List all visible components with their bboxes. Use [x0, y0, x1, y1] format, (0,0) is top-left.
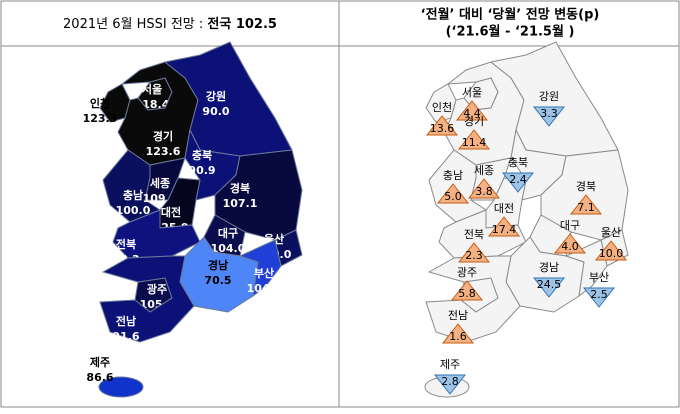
region-value: 2.4: [509, 173, 527, 186]
down-triangle: [532, 277, 566, 298]
region: [98, 376, 144, 398]
region-name: 대전: [494, 202, 514, 215]
up-triangle: [450, 280, 484, 301]
region-name: 경남: [208, 258, 228, 272]
down-triangle: [501, 172, 535, 193]
region-value: 24.5: [537, 278, 562, 291]
down-triangle: [433, 374, 467, 395]
region-name: 세종: [150, 176, 170, 190]
down-triangle: [532, 106, 566, 127]
region-value: 10.0: [599, 247, 624, 260]
region-value: 91.6: [112, 330, 139, 343]
up-triangle: [553, 233, 587, 254]
region-value: 100.0: [116, 204, 151, 217]
region-name: 인천: [90, 96, 110, 110]
region-value: 123.6: [146, 145, 181, 158]
region-name: 서울: [142, 82, 162, 96]
region-value: 90.0: [202, 105, 229, 118]
left-map: 서울118.4인천123.3경기123.6강원90.0충북90.9충남100.0…: [83, 41, 303, 398]
region-value: 4.0: [561, 240, 579, 253]
region-value: 90.9: [188, 164, 215, 177]
region-name: 광주: [457, 266, 477, 279]
region-name: 전북: [116, 237, 136, 251]
region: [564, 239, 608, 298]
region-value: 2.3: [465, 249, 483, 262]
up-triangle: [487, 216, 521, 237]
up-triangle: [467, 178, 501, 199]
region-name: 대구: [218, 226, 238, 240]
region-name: 경남: [539, 261, 559, 274]
region-name: 대구: [560, 219, 580, 232]
left-title: 2021년 6월 HSSI 전망 : 전국 102.5: [63, 16, 277, 32]
region: [214, 149, 303, 241]
region-name: 서울: [462, 86, 482, 99]
left-title-bold: 전국 102.5: [207, 16, 277, 32]
region: [238, 239, 282, 298]
region-value: 3.8: [475, 185, 493, 198]
region: [438, 209, 527, 259]
region-value: 13.6: [430, 122, 455, 135]
region-name: 부산: [589, 271, 609, 284]
down-triangle: [582, 287, 616, 308]
region-name: 충북: [192, 148, 212, 162]
region-value: 123.3: [83, 112, 118, 125]
up-triangle: [441, 323, 475, 344]
region-name: 울산: [601, 226, 621, 239]
region: [112, 209, 201, 259]
region-name: 충남: [123, 188, 143, 202]
right-map: 서울 4.4 인천 13.6 경기 11.4 강원 3.3 충북 2.4 충남 5.0 세종 3.8대전 1…: [424, 41, 629, 398]
region-value: 2.5: [590, 288, 608, 301]
up-triangle: [457, 129, 491, 150]
up-triangle: [425, 115, 459, 136]
region-value: 104.1: [247, 282, 282, 295]
up-triangle: [569, 194, 603, 215]
region-name: 세종: [474, 164, 494, 177]
left-title-prefix: 2021년 6월 HSSI 전망 :: [63, 17, 207, 32]
region-name: 충북: [508, 156, 528, 169]
region-name: 경북: [230, 181, 250, 195]
region-value: 2.8: [441, 375, 459, 388]
region: [540, 149, 629, 241]
region-name: 제주: [440, 358, 460, 371]
region-name: 경기: [153, 129, 173, 143]
right-subtitle: (‘21.6월 - ‘21.5월 ): [446, 24, 575, 40]
region-value: 86.6: [86, 371, 113, 384]
region-name: 강원: [206, 89, 226, 103]
right-title: ‘전월’ 대비 ‘당월’ 전망 변동(p): [421, 7, 600, 23]
region-value: 5.0: [444, 190, 462, 203]
region-name: 충남: [443, 169, 463, 182]
region-name: 전남: [116, 314, 136, 328]
region-value: 11.4: [462, 136, 487, 149]
region-value: 3.3: [540, 107, 558, 120]
region-value: 17.4: [492, 223, 517, 236]
region-name: 대전: [161, 205, 181, 219]
region-name: 인천: [432, 100, 452, 114]
region-name: 전남: [448, 309, 468, 322]
region-name: 강원: [539, 90, 559, 103]
region-value: 7.1: [577, 201, 595, 214]
region-value: 104.0: [211, 242, 246, 255]
region-name: 경북: [576, 180, 596, 193]
up-triangle: [457, 242, 491, 263]
region-value: 70.5: [204, 274, 231, 287]
region-name: 광주: [147, 283, 167, 296]
region: [99, 255, 195, 343]
up-triangle: [594, 240, 628, 261]
region-value: 5.8: [458, 287, 476, 300]
region-name: 전북: [464, 228, 484, 241]
region-name: 제주: [90, 355, 110, 369]
region-value: 107.1: [223, 197, 258, 210]
up-triangle: [455, 100, 489, 121]
region-value: 4.4: [463, 107, 481, 120]
up-triangle: [436, 183, 470, 204]
region-value: 1.6: [449, 330, 467, 343]
region-name: 부산: [254, 266, 274, 280]
region-name: 경기: [464, 115, 484, 128]
